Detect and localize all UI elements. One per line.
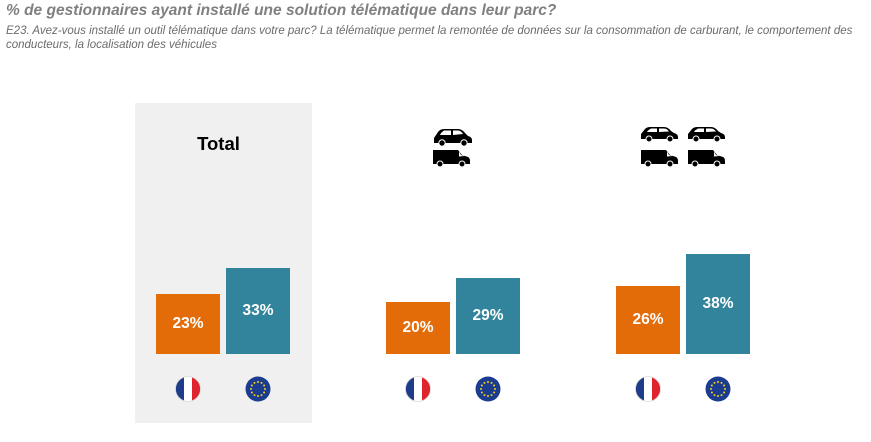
france-bar-3: 26% <box>616 286 680 354</box>
france-flag-icon <box>175 376 201 402</box>
van-icon <box>433 150 470 168</box>
bar-value-label: 29% <box>472 307 504 324</box>
europe-bar-1: 33% <box>226 268 290 354</box>
chart-title: % de gestionnaires ayant installé une so… <box>6 2 557 19</box>
cars-vans-icon <box>641 127 725 168</box>
car-icon <box>434 129 472 147</box>
group-label-total: Total <box>197 133 240 154</box>
bar-value-label: 23% <box>172 315 204 332</box>
car-van-icons <box>432 124 474 171</box>
bar-value-label: 38% <box>702 295 734 312</box>
bar-value-label: 33% <box>242 302 274 319</box>
france-flag-icon <box>635 376 661 402</box>
eu-flag-icon <box>475 376 501 402</box>
europe-bar-2: 29% <box>456 278 520 354</box>
france-flag-icon <box>405 376 431 402</box>
france-bar-2: 20% <box>386 302 450 354</box>
cars-vans-icons <box>640 124 730 173</box>
chart-subtitle: E23. Avez-vous installé un outil télémat… <box>6 25 853 51</box>
bar-value-label: 20% <box>402 319 434 336</box>
france-bar-1: 23% <box>156 294 220 354</box>
eu-flag-icon <box>245 376 271 402</box>
europe-bar-3: 38% <box>686 254 750 354</box>
eu-flag-icon <box>705 376 731 402</box>
total-group-background <box>135 103 312 423</box>
bar-value-label: 26% <box>632 311 664 328</box>
